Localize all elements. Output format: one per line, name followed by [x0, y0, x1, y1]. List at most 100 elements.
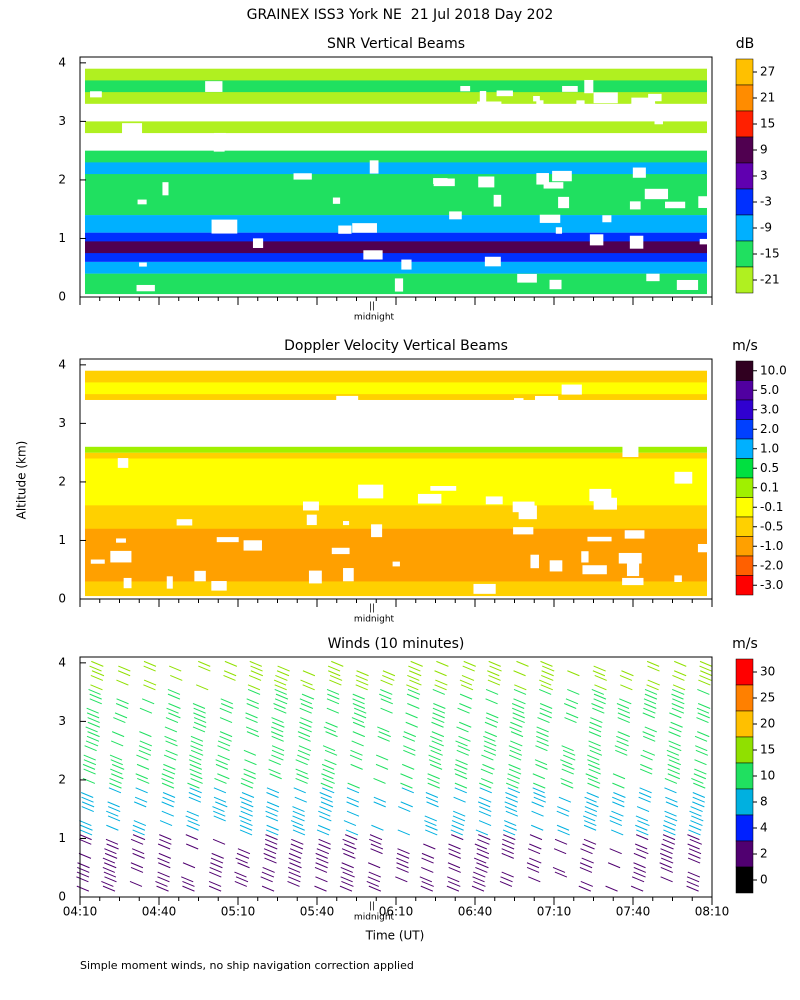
field-gap — [401, 259, 412, 270]
wind-barb — [77, 862, 90, 869]
wind-barb — [235, 857, 248, 864]
wind-barb — [508, 763, 521, 770]
wind-barb — [663, 824, 676, 831]
wind-barb — [588, 768, 601, 775]
wind-barb — [170, 674, 183, 681]
wind-barb — [499, 881, 513, 887]
wind-barb — [155, 881, 168, 887]
wind-barb — [109, 754, 123, 761]
wind-barb — [456, 749, 469, 756]
wind-barb — [271, 735, 284, 742]
wind-barb — [668, 759, 682, 766]
x-tick-label: 06:40 — [458, 905, 493, 919]
colorbar-swatch — [735, 814, 754, 842]
colorbar-swatch — [735, 188, 754, 216]
midnight-marker: || — [369, 302, 375, 312]
wind-barb — [694, 759, 707, 766]
colorbar-swatch — [735, 58, 754, 86]
field-gap — [518, 505, 537, 520]
colorbar-swatch — [735, 380, 754, 401]
wind-barb — [403, 745, 416, 752]
wind-barb — [111, 731, 125, 738]
colorbar-label: 2.0 — [760, 422, 779, 436]
wind-barb — [540, 660, 553, 667]
wind-barb — [483, 745, 496, 752]
panel-title: Winds (10 minutes) — [328, 636, 465, 652]
wind-barb — [561, 782, 574, 789]
wind-barb — [295, 759, 308, 766]
wind-barb — [117, 670, 131, 677]
wind-barb — [238, 815, 252, 822]
wind-barb — [287, 866, 301, 873]
wind-barb — [436, 660, 449, 667]
wind-barb — [451, 820, 465, 827]
wind-barb — [129, 881, 143, 887]
wind-barb — [531, 810, 544, 817]
wind-barb — [615, 749, 628, 756]
wind-barb — [663, 829, 676, 836]
wind-barb — [640, 754, 653, 761]
x-tick-label: 07:40 — [616, 905, 651, 919]
wind-barb — [265, 810, 278, 817]
field-gap — [363, 250, 383, 260]
wind-barb — [539, 707, 553, 714]
wind-barb — [168, 712, 181, 719]
field-gap — [331, 547, 350, 555]
wind-barb — [296, 773, 309, 780]
wind-barb — [541, 674, 554, 681]
wind-barb — [504, 824, 517, 831]
y-tick-label: 3 — [58, 714, 66, 728]
wind-barb — [339, 885, 353, 892]
wind-barb — [501, 843, 515, 850]
wind-barb — [108, 787, 122, 794]
wind-barb — [298, 735, 311, 742]
wind-barb — [454, 768, 467, 775]
wind-barb — [292, 824, 305, 831]
wind-barb — [561, 768, 574, 775]
wind-barb — [261, 871, 275, 878]
wind-barb — [474, 843, 488, 850]
wind-barb — [166, 707, 179, 714]
wind-barb — [506, 782, 519, 789]
wind-barb — [567, 689, 580, 695]
wind-barb — [616, 740, 629, 747]
wind-barb — [562, 749, 576, 756]
wind-barb — [80, 792, 94, 798]
colorbar-swatch — [735, 240, 754, 268]
wind-barb — [409, 670, 422, 677]
wind-barb — [198, 660, 211, 667]
wind-barb — [457, 745, 470, 752]
wind-barb — [114, 712, 128, 719]
wind-barb — [484, 740, 497, 747]
wind-barb — [380, 689, 393, 695]
wind-barb — [302, 684, 315, 691]
colorbar-label: 3 — [760, 169, 768, 183]
wind-barb — [289, 862, 302, 869]
wind-barb — [686, 881, 699, 887]
wind-barb — [643, 707, 656, 714]
wind-barb — [212, 838, 226, 845]
wind-barb — [396, 852, 410, 859]
wind-barb — [565, 698, 579, 705]
wind-barb — [562, 763, 575, 770]
wind-barb — [424, 815, 437, 822]
wind-barb — [249, 660, 262, 667]
wind-barb — [636, 829, 649, 836]
wind-barb — [584, 820, 597, 827]
wind-barb — [617, 717, 630, 724]
wind-barb — [341, 862, 354, 869]
wind-barb — [382, 670, 396, 677]
wind-barb — [87, 721, 101, 728]
field-gap — [205, 81, 223, 92]
wind-barb — [700, 670, 713, 677]
panel-title: Doppler Velocity Vertical Beams — [284, 338, 508, 354]
wind-barb — [224, 660, 238, 667]
wind-barb — [501, 852, 514, 859]
field-gap — [674, 575, 682, 583]
field-band — [85, 382, 707, 395]
wind-barb — [397, 848, 410, 855]
wind-barb — [587, 777, 601, 784]
wind-barb — [189, 768, 202, 775]
wind-barb — [668, 740, 681, 747]
wind-barb — [691, 777, 704, 784]
